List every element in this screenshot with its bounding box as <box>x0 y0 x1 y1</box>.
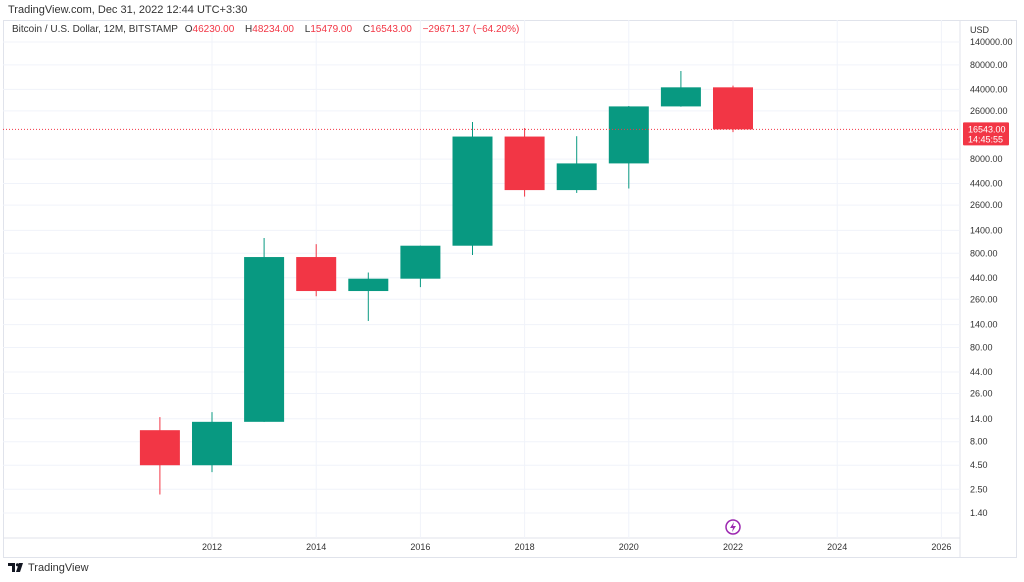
candle-body <box>608 106 649 164</box>
y-tick-label: 8.00 <box>970 437 988 447</box>
y-tick-label: 4.50 <box>970 460 988 470</box>
close-label: C <box>362 24 371 35</box>
event-lightning-icon[interactable] <box>725 519 741 535</box>
last-price-badge <box>963 122 1009 146</box>
high-label: H <box>245 24 253 35</box>
chart-frame[interactable] <box>3 20 1017 558</box>
y-tick-label: 44000.00 <box>970 84 1008 94</box>
candle-body <box>556 163 597 191</box>
y-tick-label: 14.00 <box>970 414 993 424</box>
y-tick-label: 140.00 <box>970 320 998 330</box>
x-tick-label: 2014 <box>306 542 326 552</box>
y-tick-label: 260.00 <box>970 294 998 304</box>
y-tick-label: 4400.00 <box>970 179 1003 189</box>
y-tick-label: 440.00 <box>970 273 998 283</box>
high-value: 48234.00 <box>252 24 294 35</box>
last-price-value: 16543.00 <box>968 124 1006 134</box>
y-tick-label: 2.50 <box>970 484 988 494</box>
candle-body <box>713 87 753 130</box>
ohlc-legend: Bitcoin / U.S. Dollar, 12M, BITSTAMP O46… <box>12 24 523 35</box>
x-tick-label: 2022 <box>723 542 743 552</box>
brand-name: TradingView <box>28 562 89 574</box>
open-label: O <box>184 24 193 35</box>
candle-body <box>348 278 389 292</box>
x-tick-label: 2024 <box>827 542 847 552</box>
y-tick-label: 8000.00 <box>970 154 1003 164</box>
close-value: 16543.00 <box>370 24 412 35</box>
x-tick-label: 2016 <box>410 542 430 552</box>
candle-body <box>139 430 180 466</box>
low-value: 15479.00 <box>310 24 353 35</box>
y-tick-label: 2600.00 <box>970 200 1003 210</box>
x-tick-label: 2012 <box>202 542 222 552</box>
x-tick-label: 2018 <box>515 542 535 552</box>
y-tick-label: 26000.00 <box>970 106 1008 116</box>
candle-body <box>660 87 701 107</box>
symbol-title[interactable]: Bitcoin / U.S. Dollar, 12M, BITSTAMP <box>12 24 178 35</box>
x-tick-label: 2026 <box>931 542 951 552</box>
y-tick-label: 26.00 <box>970 388 993 398</box>
candle-body <box>192 421 232 466</box>
low-label: L <box>304 24 311 35</box>
y-tick-label: 44.00 <box>970 367 993 377</box>
bar-countdown: 14:45:55 <box>968 134 1003 144</box>
candle-body <box>504 136 545 191</box>
y-tick-label: 80000.00 <box>970 60 1008 70</box>
source-line: TradingView.com, Dec 31, 2022 12:44 UTC+… <box>8 4 248 16</box>
tradingview-logo-icon <box>8 563 23 572</box>
candle-body <box>400 245 441 279</box>
y-tick-label: 1.40 <box>970 508 988 518</box>
y-tick-label: 80.00 <box>970 342 993 352</box>
candle-body <box>452 136 493 246</box>
y-tick-label: 140000.00 <box>970 37 1013 47</box>
price-axis-unit: USD <box>970 25 990 35</box>
footer-brand[interactable]: TradingView <box>8 562 89 574</box>
y-tick-label: 1400.00 <box>970 225 1003 235</box>
candle-body <box>244 257 285 422</box>
change-value: −29671.37 (−64.20%) <box>422 24 520 35</box>
y-tick-label: 800.00 <box>970 248 998 258</box>
lightning-icon <box>730 522 736 532</box>
open-value: 46230.00 <box>192 24 235 35</box>
candle-body <box>296 257 337 292</box>
x-tick-label: 2020 <box>619 542 639 552</box>
